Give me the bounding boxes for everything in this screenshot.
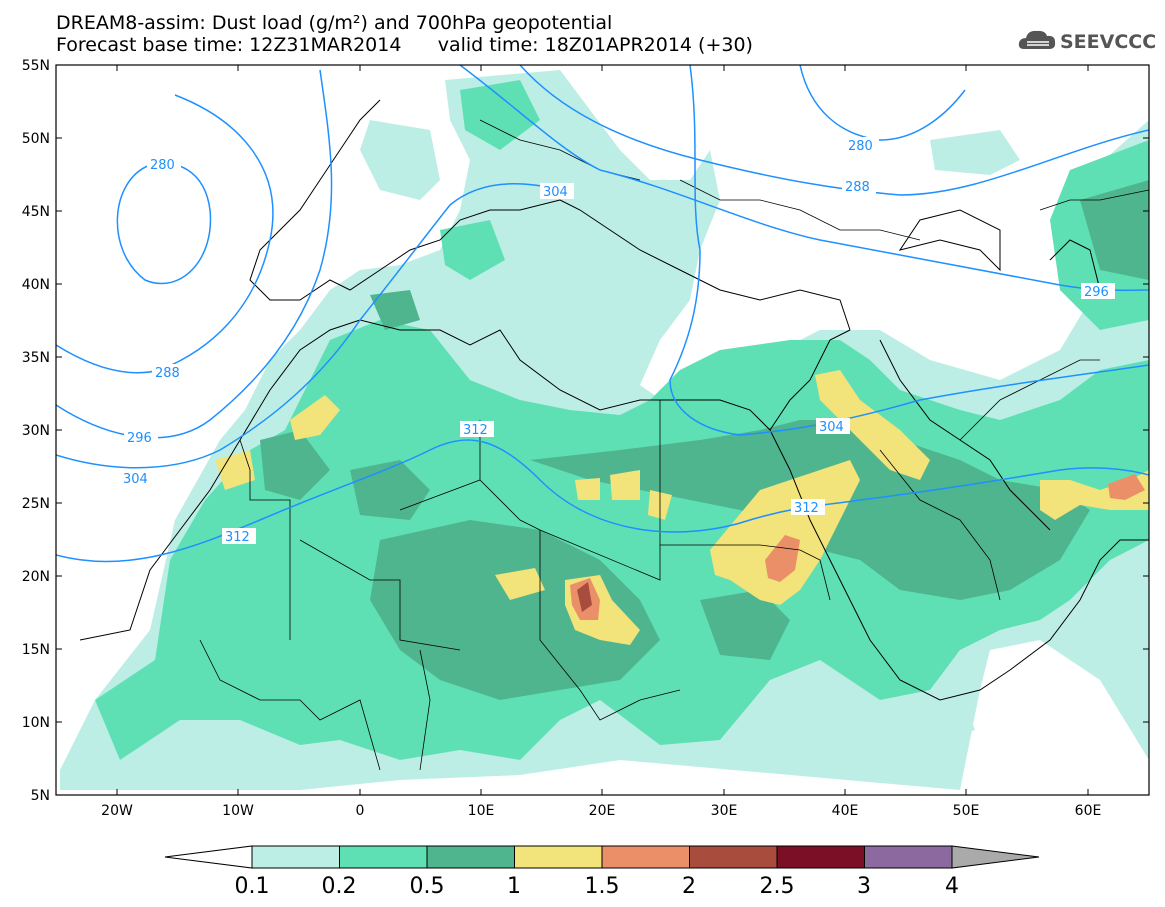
coastlines: [79, 99, 1149, 701]
colorbar-label: 2.5: [760, 874, 795, 899]
lat-label: 35N: [22, 350, 50, 366]
lon-label: 10E: [468, 803, 495, 819]
svg-text:280: 280: [150, 158, 175, 173]
colorbar-cell: [776, 845, 865, 869]
lon-label: 20E: [589, 803, 616, 819]
base-time-label: Forecast base time: 12Z31MAR2014: [56, 34, 402, 56]
valid-time-label: valid time: 18Z01APR2014 (+30): [437, 34, 753, 56]
lon-label: 50E: [953, 803, 980, 819]
dust-level-1: [215, 370, 1149, 645]
lat-label: 10N: [22, 715, 50, 731]
svg-text:304: 304: [543, 185, 568, 200]
longitude-labels: 20W 10W 0 10E 20E 30E 40E 50E 60E: [101, 803, 1101, 819]
colorbar-cell: [339, 845, 428, 869]
colorbar-over-arrow: [951, 845, 1040, 869]
lat-label: 55N: [22, 58, 50, 74]
dust-level-2.5: [577, 582, 592, 612]
cloud-icon: [1018, 30, 1056, 49]
colorbar-cell: [426, 845, 515, 869]
lon-label: 60E: [1075, 803, 1102, 819]
lat-label: 40N: [22, 277, 50, 293]
colorbar-cell: [864, 845, 953, 869]
svg-text:312: 312: [463, 423, 488, 438]
lon-label: 40E: [832, 803, 859, 819]
latitude-axis: [56, 64, 1149, 796]
colorbar-label: 2: [682, 874, 696, 899]
contour-labels: 280 280 288 288 296 296 304 304 304 312 …: [120, 137, 1115, 545]
lat-label: 50N: [22, 131, 50, 147]
svg-text:312: 312: [794, 501, 819, 516]
forecast-times: Forecast base time: 12Z31MAR2014 valid t…: [56, 35, 753, 56]
colorbar-cell: [689, 845, 778, 869]
svg-text:280: 280: [848, 139, 873, 154]
logo-text: SEEVCCC: [1060, 31, 1156, 53]
colorbar-label: 0.5: [410, 874, 445, 899]
colorbar-cell: [251, 845, 340, 869]
svg-text:288: 288: [845, 180, 870, 195]
latitude-labels: 55N 50N 45N 40N 35N 30N 25N 20N 15N 10N …: [22, 58, 50, 804]
longitude-axis: [116, 65, 1089, 795]
lat-label: 15N: [22, 642, 50, 658]
svg-text:288: 288: [155, 366, 180, 381]
svg-text:312: 312: [225, 530, 250, 545]
colorbar-label: 0.1: [235, 874, 270, 899]
svg-text:296: 296: [127, 431, 152, 446]
geopotential-contours: [56, 65, 1149, 563]
lon-label: 30E: [711, 803, 738, 819]
lat-label: 30N: [22, 423, 50, 439]
lon-label: 10W: [222, 803, 254, 819]
lat-label: 20N: [22, 569, 50, 585]
svg-text:304: 304: [123, 472, 148, 487]
lat-label: 45N: [22, 204, 50, 220]
colorbar-under-arrow: [164, 845, 253, 869]
colorbar-label: 4: [945, 874, 959, 899]
lon-label: 20W: [101, 803, 133, 819]
lat-label: 25N: [22, 496, 50, 512]
svg-text:296: 296: [1084, 285, 1109, 300]
colorbar-label: 1.5: [585, 874, 620, 899]
colorbar-label: 1: [507, 874, 521, 899]
colorbar-cell: [514, 845, 603, 869]
map-title: DREAM8-assim: Dust load (g/m²) and 700hP…: [56, 12, 613, 34]
colorbar-label: 0.2: [322, 874, 357, 899]
seevccc-logo: SEEVCCC: [1018, 30, 1156, 53]
colorbar-cell: [601, 845, 690, 869]
lat-label: 5N: [31, 788, 50, 804]
colorbar: 0.1 0.2 0.5 1 1.5 2 2.5 3 4: [164, 845, 1040, 899]
svg-text:304: 304: [819, 420, 844, 435]
colorbar-label: 3: [857, 874, 871, 899]
lon-label: 0: [356, 803, 365, 819]
